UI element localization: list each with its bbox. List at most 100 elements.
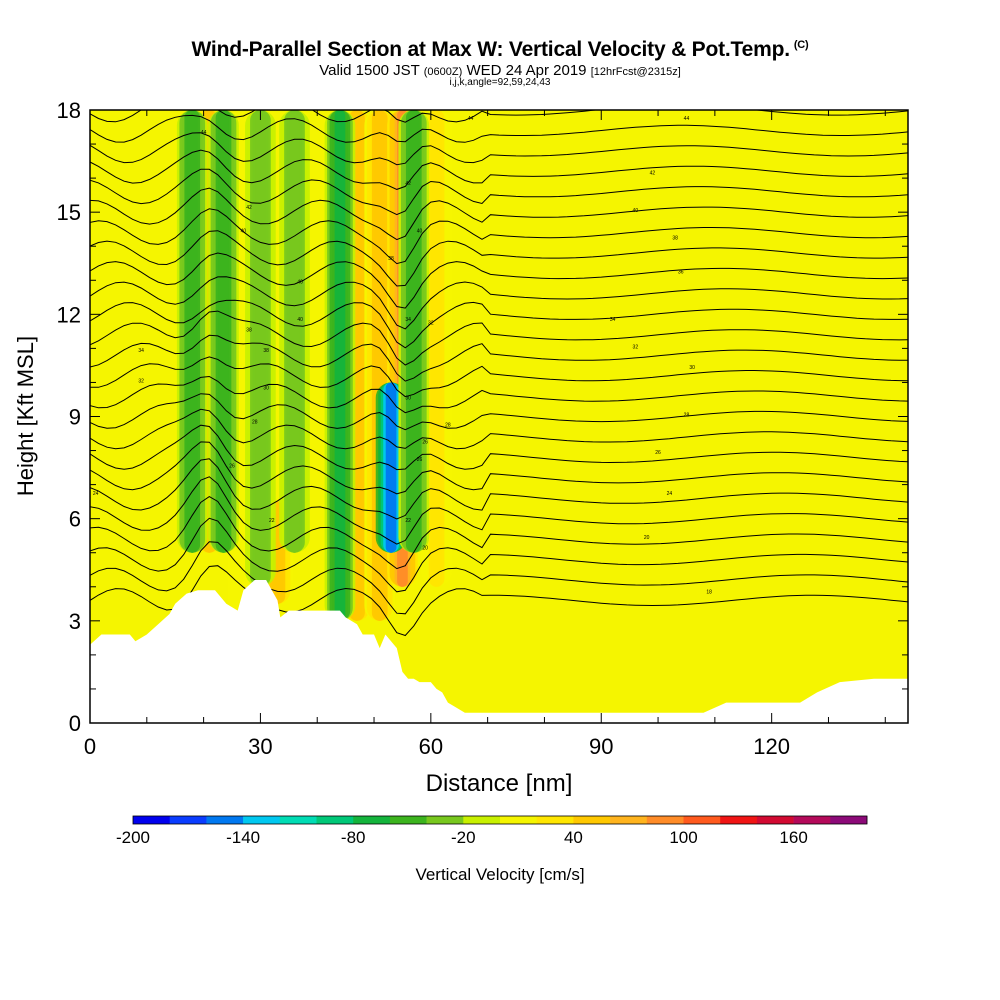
- isentrope-line-16: [90, 252, 908, 309]
- colorbar-segment-3: [243, 816, 281, 824]
- downdraft-band-5-layer-4: [385, 382, 397, 553]
- colorbar-tick-label--140: -140: [226, 828, 260, 847]
- isentrope-label-11: 26: [229, 464, 235, 470]
- isentrope-label-0: 44: [201, 130, 207, 136]
- colorbar-segment-10: [500, 816, 537, 824]
- x-tick-label-30: 30: [248, 734, 272, 759]
- isentrope-label-7: 34: [138, 348, 144, 354]
- isentrope-label-28: 30: [405, 395, 411, 401]
- velocity-field: [176, 110, 452, 621]
- terrain-mask: [90, 580, 908, 723]
- x-tick-label-60: 60: [419, 734, 443, 759]
- y-tick-label-15: 15: [57, 200, 81, 225]
- x-tick-label-120: 120: [753, 734, 790, 759]
- isentrope-line-5: [90, 458, 908, 520]
- isentrope-label-35: 22: [405, 518, 411, 524]
- isentrope-line-12: [90, 334, 908, 382]
- isentrope-label-27: 30: [689, 365, 695, 371]
- isentrope-label-17: 42: [650, 171, 656, 177]
- colorbar-segment-15: [683, 816, 721, 824]
- isentrope-line-17: [90, 230, 908, 287]
- colorbar-tick-label--20: -20: [451, 828, 476, 847]
- y-tick-label-3: 3: [69, 609, 81, 634]
- isentrope-line-4: [90, 476, 908, 545]
- isentrope-label-4: 40: [297, 317, 303, 323]
- downdraft-band-6-layer-4: [408, 110, 420, 553]
- isentrope-line-1: [90, 541, 908, 615]
- isentrope-line-0: [90, 565, 908, 637]
- isentrope-label-22: 36: [678, 269, 684, 275]
- colorbar-segment-7: [389, 816, 427, 824]
- colorbar-segment-14: [646, 816, 684, 824]
- isentrope-label-1: 42: [246, 205, 252, 211]
- downdraft-band-4-layer-4: [334, 110, 346, 621]
- y-axis-label: Height [Kft MSL]: [13, 336, 38, 496]
- colorbar: [132, 815, 868, 825]
- isentrope-label-32: 26: [417, 457, 423, 463]
- valid-time: Valid 1500 JST: [319, 62, 420, 79]
- utc-time: (0600Z): [423, 66, 463, 78]
- x-tick-labels: 0 30 60 90 120: [84, 734, 790, 759]
- isentrope-labels: 44 42 40 40 40 38 38 34 32 30 28 26 24 22 44 44 42 42 40 40…: [93, 116, 712, 595]
- y-tick-label-0: 0: [69, 711, 81, 736]
- isentrope-label-29: 28: [684, 413, 690, 419]
- downdraft-band-2-layer-4: [255, 110, 266, 587]
- colorbar-tick-label-100: 100: [669, 828, 697, 847]
- isentrope-label-34: 24: [667, 491, 673, 497]
- isentrope-line-21: [90, 149, 908, 190]
- chart-title: Wind-Parallel Section at Max W: Vertical…: [0, 38, 1000, 62]
- colorbar-segment-0: [133, 816, 170, 824]
- isentrope-line-9: [90, 393, 908, 431]
- copyright-tag: (C): [793, 39, 809, 51]
- isentrope-line-22: [90, 132, 908, 166]
- isentrope-line-14: [90, 299, 908, 349]
- valid-date: WED 24 Apr 2019: [466, 62, 587, 79]
- isentrope-label-2: 40: [241, 229, 247, 235]
- isentrope-line-18: [90, 208, 908, 265]
- colorbar-segment-1: [169, 816, 207, 824]
- colorbar-segment-12: [573, 816, 611, 824]
- isentrope-line-7: [90, 424, 908, 471]
- isentrope-line-15: [90, 276, 908, 330]
- isentrope-line-23: [90, 114, 908, 143]
- y-tick-label-18: 18: [57, 98, 81, 123]
- colorbar-segment-17: [756, 816, 794, 824]
- colorbar-segment-8: [426, 816, 464, 824]
- isentrope-line-11: [90, 356, 908, 398]
- isentrope-line-13: [90, 310, 908, 366]
- y-tick-label-12: 12: [57, 302, 81, 327]
- isentrope-label-15: 44: [684, 116, 690, 122]
- colorbar-segment-13: [610, 816, 648, 824]
- isentrope-label-12: 24: [93, 491, 99, 497]
- isentrope-label-13: 22: [269, 518, 275, 524]
- isentrope-label-8: 32: [138, 378, 144, 384]
- plot-area: 44 42 40 40 40 38 38 34 32 30 28 26 24 22 44 44 42 42 40 40…: [90, 93, 908, 723]
- isentrope-label-20: 38: [672, 235, 678, 241]
- isentrope-label-23: 34: [405, 317, 411, 323]
- colorbar-segment-2: [206, 816, 244, 824]
- colorbar-tick-label--80: -80: [341, 828, 366, 847]
- colorbar-segment-6: [353, 816, 391, 824]
- x-tick-label-90: 90: [589, 734, 613, 759]
- isentrope-line-20: [90, 168, 908, 216]
- y-tick-labels: 0 3 6 9 12 15 18: [57, 98, 81, 736]
- isentrope-lines: [90, 93, 908, 637]
- isentrope-line-25: [90, 93, 908, 104]
- isentrope-line-10: [90, 375, 908, 414]
- updraft-band-6-layer-4: [431, 110, 442, 587]
- downdraft-band-3-layer-4: [289, 110, 300, 553]
- isentrope-label-19: 40: [417, 229, 423, 235]
- downdraft-band-1-layer-4: [218, 110, 229, 553]
- colorbar-tick-label-40: 40: [564, 828, 583, 847]
- isentrope-label-33: 26: [655, 450, 661, 456]
- colorbar-segment-5: [316, 816, 354, 824]
- chart-subtitle: Valid 1500 JST (0600Z) WED 24 Apr 2019 […: [0, 62, 1000, 79]
- colorbar-segment-16: [720, 816, 758, 824]
- isentrope-line-6: [90, 441, 908, 495]
- colorbar-segment-11: [536, 816, 574, 824]
- isentrope-label-26: 32: [633, 344, 639, 350]
- isentrope-line-19: [90, 187, 908, 241]
- isentrope-line-2: [90, 517, 908, 593]
- isentrope-line-3: [90, 496, 908, 570]
